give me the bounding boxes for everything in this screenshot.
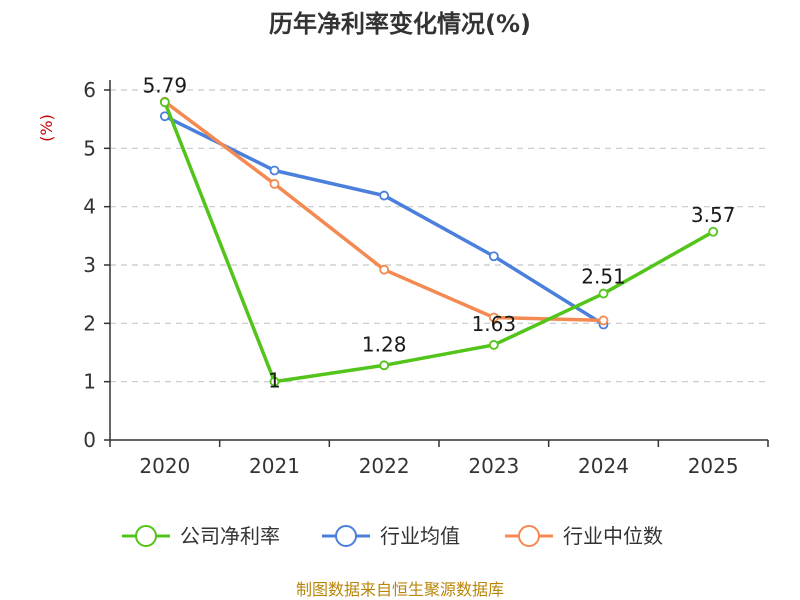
x-tick-label: 2021 bbox=[249, 454, 300, 478]
x-tick-labels: 2020 2021 2022 2023 2024 2025 bbox=[139, 454, 738, 478]
legend-swatch-marker bbox=[518, 525, 540, 547]
x-tick-label: 2025 bbox=[688, 454, 739, 478]
data-labels: 5.79 1 1.28 1.63 2.51 3.57 bbox=[143, 73, 736, 392]
data-label: 1.63 bbox=[472, 312, 517, 336]
data-point bbox=[488, 251, 499, 262]
data-point bbox=[379, 190, 390, 201]
x-tick-label: 2020 bbox=[139, 454, 190, 478]
data-point bbox=[488, 312, 499, 323]
data-point bbox=[379, 264, 390, 275]
y-axis-unit-label: (%) bbox=[37, 114, 56, 142]
data-point bbox=[379, 360, 390, 371]
data-label: 1 bbox=[268, 369, 281, 393]
y-tick-label: 2 bbox=[83, 311, 96, 335]
data-point bbox=[598, 315, 609, 326]
x-tick-label: 2023 bbox=[468, 454, 519, 478]
chart-title: 历年净利率变化情况(%) bbox=[269, 10, 531, 38]
y-tick-label: 3 bbox=[83, 253, 96, 277]
data-point bbox=[269, 179, 280, 189]
data-point bbox=[488, 340, 499, 350]
legend-item[interactable]: 行业中位数 bbox=[505, 524, 663, 548]
x-tick-label: 2022 bbox=[359, 454, 410, 478]
data-point bbox=[708, 226, 719, 237]
legend-item[interactable]: 公司净利率 bbox=[122, 524, 280, 548]
legend[interactable]: 公司净利率 行业均值 行业中位数 bbox=[122, 524, 663, 548]
data-point bbox=[269, 165, 280, 176]
legend-label: 行业中位数 bbox=[563, 524, 663, 548]
legend-label: 行业均值 bbox=[380, 524, 460, 548]
y-tick-label: 6 bbox=[83, 78, 96, 102]
data-point bbox=[159, 97, 170, 108]
data-point bbox=[598, 288, 609, 299]
axes bbox=[104, 80, 769, 447]
data-label: 5.79 bbox=[143, 73, 188, 97]
legend-swatch-marker bbox=[335, 525, 357, 547]
data-label: 1.28 bbox=[362, 332, 407, 356]
data-label: 2.51 bbox=[581, 265, 626, 289]
series-line bbox=[163, 100, 604, 323]
x-tick-label: 2024 bbox=[578, 454, 629, 478]
series-line bbox=[164, 114, 605, 326]
y-tick-label: 0 bbox=[83, 428, 96, 452]
legend-item[interactable]: 行业均值 bbox=[322, 524, 460, 548]
data-point bbox=[269, 376, 280, 387]
y-tick-label: 1 bbox=[83, 370, 96, 394]
series-line bbox=[163, 101, 715, 384]
data-label: 3.57 bbox=[691, 203, 736, 227]
legend-swatch-marker bbox=[135, 525, 157, 547]
legend-label: 公司净利率 bbox=[180, 524, 280, 548]
y-tick-label: 5 bbox=[83, 136, 96, 160]
y-tick-labels: 0 1 2 3 4 5 6 bbox=[83, 78, 96, 452]
series-lines bbox=[159, 96, 719, 387]
source-note: 制图数据来自恒生聚源数据库 bbox=[296, 580, 504, 599]
y-tick-label: 4 bbox=[83, 195, 96, 219]
